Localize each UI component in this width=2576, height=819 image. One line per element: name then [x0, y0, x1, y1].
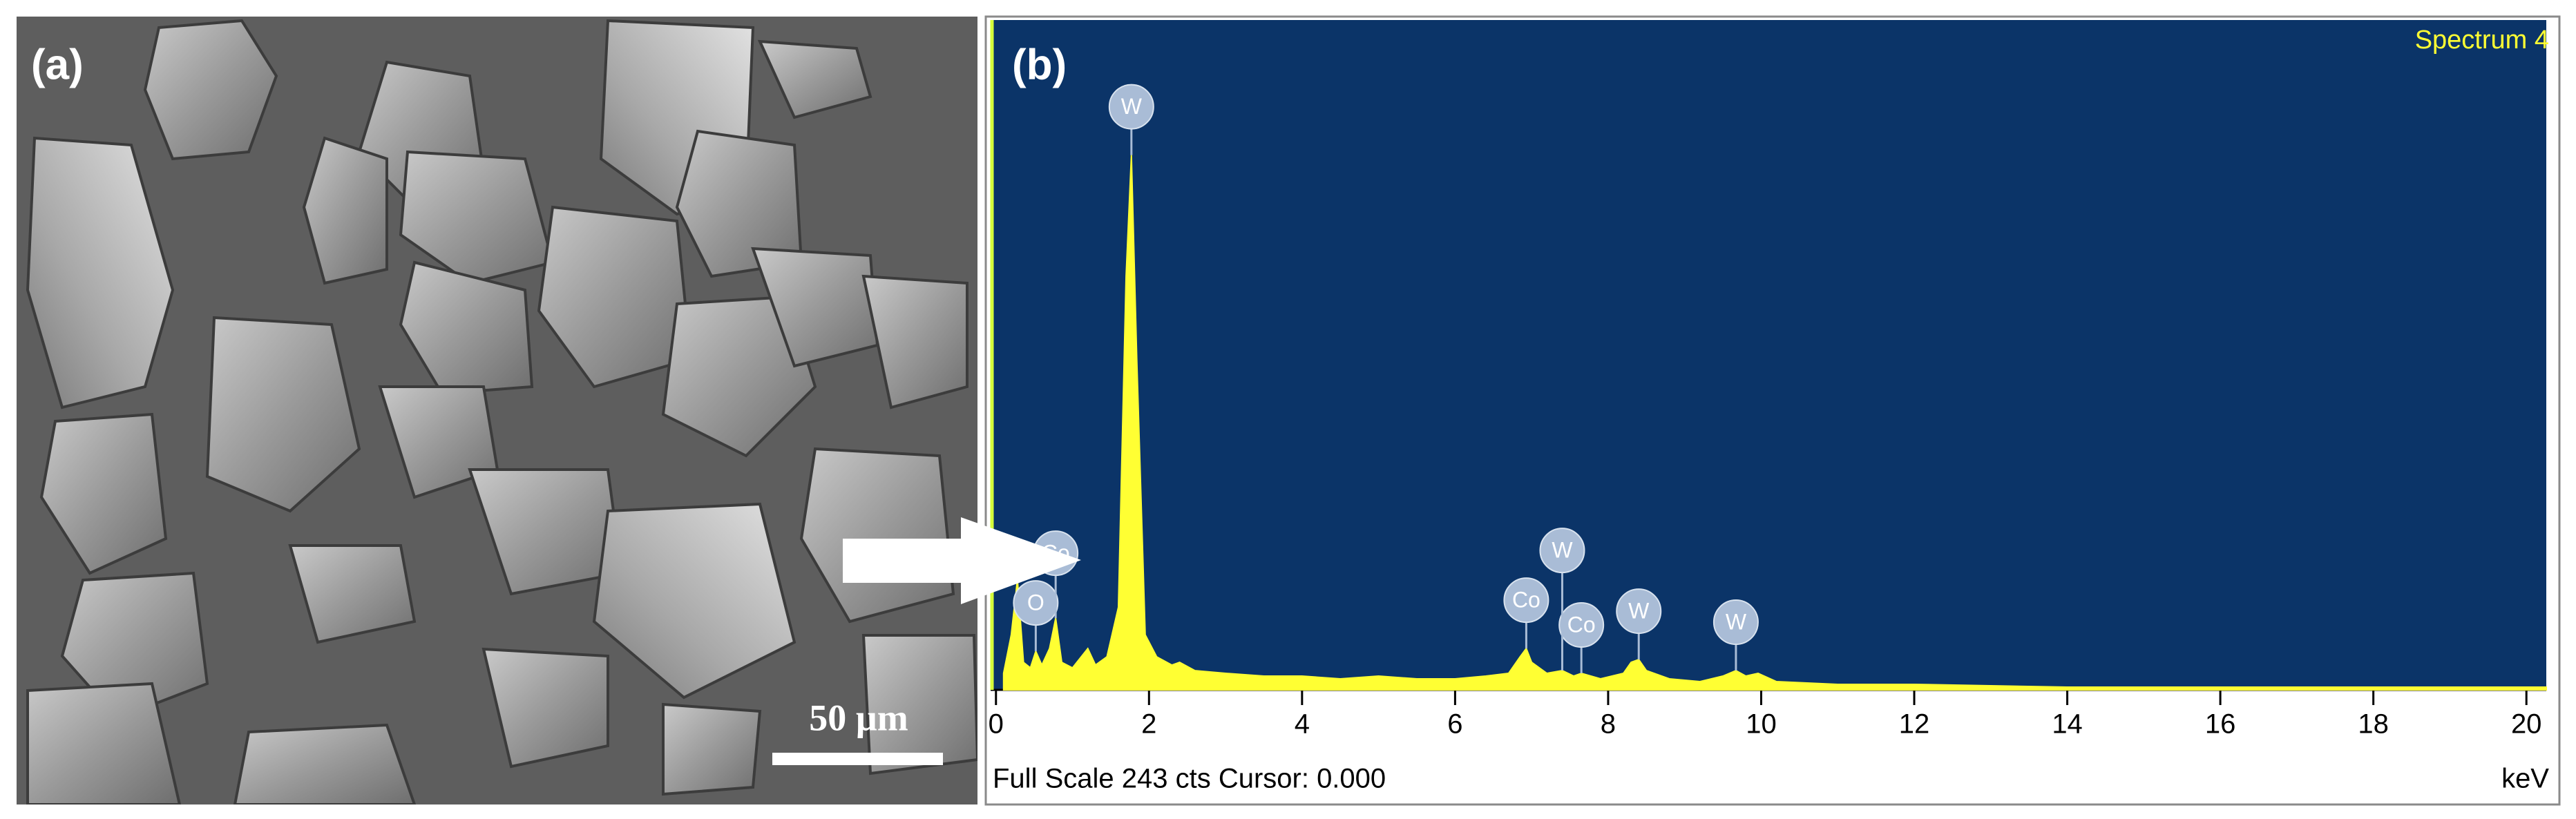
scale-bar	[772, 753, 943, 765]
annotation-badge	[1712, 599, 1759, 646]
x-tick-label: 0	[989, 709, 1004, 740]
annotation-label: O	[1027, 590, 1044, 615]
x-tick-label: 8	[1601, 709, 1616, 740]
annotation-badge	[1539, 528, 1585, 574]
annotation-label: W	[1628, 599, 1650, 624]
annotation-badge	[1616, 588, 1662, 635]
plot-area	[991, 20, 2546, 690]
x-tick-label: 2	[1141, 709, 1156, 740]
annotation-badge	[1013, 580, 1059, 626]
annotation-badge	[1558, 602, 1605, 648]
annotation-label: W	[1552, 538, 1573, 563]
sem-image	[17, 17, 977, 804]
panel-label: (a)	[31, 41, 84, 88]
x-axis-label: keV	[2501, 764, 2549, 794]
footer: Full Scale 243 cts Cursor: 0.000	[993, 764, 1386, 794]
x-tick-label: 16	[2205, 709, 2236, 740]
arrow	[843, 517, 1081, 604]
annotation-badge	[1108, 84, 1154, 130]
particles	[26, 19, 977, 804]
x-tick-label: 4	[1295, 709, 1310, 740]
x-tick-label: 20	[2511, 709, 2542, 740]
spectrum-area	[1002, 155, 2547, 691]
annotation-label: W	[1726, 610, 1747, 635]
x-tick-label: 6	[1447, 709, 1462, 740]
annotation-label: Co	[1512, 588, 1540, 613]
scale-bar-label: 50 µm	[809, 697, 908, 738]
panel-label: (b)	[1012, 41, 1067, 88]
x-tick-label: 12	[1899, 709, 1930, 740]
annotation-label: W	[1121, 94, 1143, 119]
spectrum-title: Spectrum 4	[2415, 26, 2549, 55]
x-tick-label: 14	[2052, 709, 2083, 740]
x-tick-label: 10	[1746, 709, 1777, 740]
annotation-label: Co	[1567, 613, 1596, 637]
x-tick-label: 18	[2358, 709, 2389, 740]
annotation-badge	[1503, 577, 1549, 624]
